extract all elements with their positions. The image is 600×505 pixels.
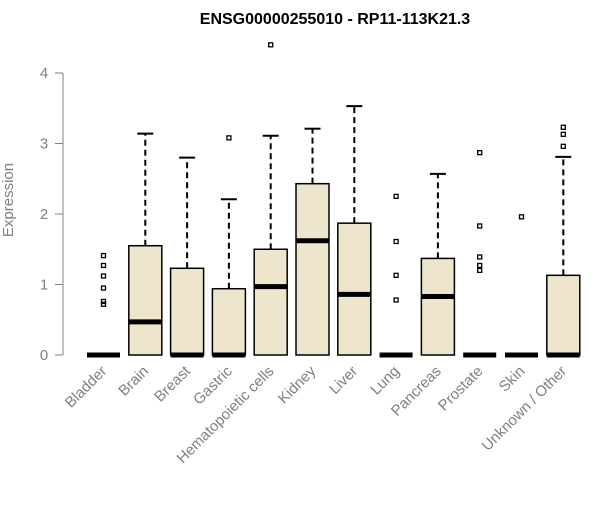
- box-group: [379, 193, 413, 358]
- outlier-point: [393, 238, 399, 245]
- box-group: [253, 42, 288, 356]
- y-tick-label: 3: [40, 136, 48, 153]
- y-tick-label: 4: [40, 65, 48, 82]
- outlier-point: [393, 272, 399, 278]
- x-tick-label: Bladder: [62, 363, 111, 412]
- outlier-point: [100, 273, 107, 279]
- outlier-point: [268, 42, 274, 48]
- box: [546, 274, 581, 356]
- y-tick-label: 1: [40, 277, 48, 294]
- outlier-point: [393, 297, 399, 303]
- box-group: [420, 172, 456, 356]
- outlier-point: [477, 150, 483, 156]
- x-tick-label: Lung: [367, 363, 403, 399]
- box-group: [463, 150, 497, 358]
- y-axis-label: Expression: [0, 163, 17, 237]
- outlier-point: [100, 298, 107, 305]
- box-group: [337, 105, 372, 356]
- box-group: [128, 132, 163, 356]
- outlier-point: [100, 285, 107, 291]
- box: [169, 267, 205, 356]
- box: [128, 244, 163, 356]
- outlier-point: [560, 143, 566, 149]
- x-tick-label: Breast: [151, 362, 194, 405]
- box: [420, 257, 456, 356]
- y-axis: 0 1 2 3 4: [40, 65, 64, 364]
- outlier-point: [100, 262, 107, 269]
- box: [253, 248, 288, 356]
- outlier-point: [477, 223, 483, 229]
- outlier-point: [393, 193, 399, 200]
- outlier-point: [226, 135, 232, 141]
- x-tick-label: Kidney: [275, 362, 320, 407]
- outlier-point: [100, 252, 107, 259]
- box-group: [169, 156, 205, 358]
- box: [211, 287, 247, 356]
- outlier-point: [560, 131, 566, 137]
- box-group: [295, 127, 330, 356]
- box: [295, 182, 330, 356]
- outlier-point: [477, 254, 483, 260]
- y-tick-label: 2: [40, 206, 48, 223]
- plot-area: [87, 42, 581, 358]
- x-tick-label: Brain: [115, 363, 152, 400]
- outlier-point: [560, 124, 566, 130]
- box: [337, 222, 372, 356]
- outlier-point: [100, 301, 107, 307]
- box-group: [211, 135, 247, 358]
- box-group: [546, 124, 581, 358]
- x-tick-label: Liver: [326, 363, 361, 398]
- box-group: [505, 214, 538, 358]
- x-tick-label: Skin: [496, 363, 529, 396]
- y-tick-label: 0: [40, 347, 48, 364]
- chart-title: ENSG00000255010 - RP11-113K21.3: [200, 11, 471, 28]
- outlier-point: [477, 267, 483, 274]
- outlier-point: [477, 262, 483, 269]
- x-tick-label: Prostate: [435, 363, 487, 415]
- box-group: [87, 252, 120, 358]
- outlier-point: [518, 214, 525, 220]
